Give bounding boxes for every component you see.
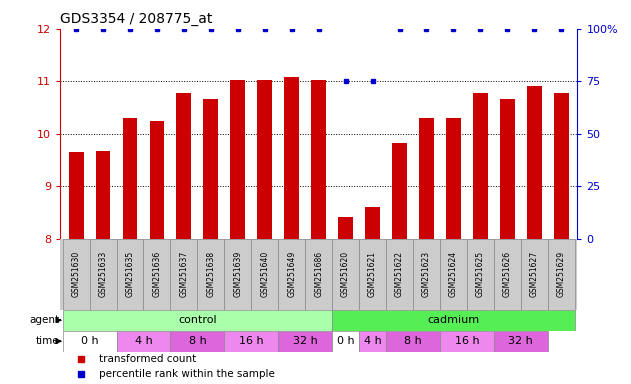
Text: 32 h: 32 h — [509, 336, 533, 346]
Bar — [311, 80, 326, 238]
Bar — [494, 331, 548, 352]
Text: GSM251639: GSM251639 — [233, 251, 242, 297]
Bar — [62, 310, 332, 331]
Text: 8 h: 8 h — [404, 336, 422, 346]
Bar — [413, 238, 440, 310]
Bar — [359, 331, 386, 352]
Text: GSM251635: GSM251635 — [126, 251, 134, 297]
Text: GSM251623: GSM251623 — [422, 251, 431, 297]
Bar — [122, 118, 138, 238]
Bar — [96, 151, 110, 238]
Bar — [548, 238, 575, 310]
Text: control: control — [178, 315, 216, 325]
Bar — [198, 238, 225, 310]
Text: GSM251627: GSM251627 — [530, 251, 539, 297]
Bar — [225, 331, 278, 352]
Bar — [392, 142, 407, 238]
Text: GSM251621: GSM251621 — [368, 251, 377, 297]
Text: 0 h: 0 h — [337, 336, 355, 346]
Text: GSM251629: GSM251629 — [557, 251, 566, 297]
Bar — [386, 238, 413, 310]
Bar — [440, 331, 494, 352]
Bar — [500, 99, 515, 238]
Text: GSM251649: GSM251649 — [287, 251, 296, 297]
Bar — [117, 331, 170, 352]
Bar — [446, 118, 461, 238]
Bar — [257, 80, 272, 238]
Bar — [230, 80, 245, 238]
Bar — [150, 121, 164, 238]
Bar — [69, 152, 83, 238]
Bar — [117, 238, 143, 310]
Bar — [419, 118, 434, 238]
Text: GDS3354 / 208775_at: GDS3354 / 208775_at — [60, 12, 212, 26]
Bar — [143, 238, 170, 310]
Bar — [338, 217, 353, 238]
Text: 8 h: 8 h — [189, 336, 206, 346]
Text: percentile rank within the sample: percentile rank within the sample — [98, 369, 274, 379]
Text: 32 h: 32 h — [293, 336, 317, 346]
Text: 0 h: 0 h — [81, 336, 98, 346]
Bar — [527, 86, 541, 238]
Bar — [440, 238, 467, 310]
Text: 16 h: 16 h — [454, 336, 479, 346]
Text: GSM251620: GSM251620 — [341, 251, 350, 297]
Bar — [521, 238, 548, 310]
Bar — [473, 93, 488, 238]
Text: GSM251633: GSM251633 — [98, 251, 107, 297]
Text: GSM251630: GSM251630 — [71, 251, 81, 297]
Bar — [90, 238, 117, 310]
Text: GSM251638: GSM251638 — [206, 251, 215, 297]
Text: GSM251637: GSM251637 — [179, 251, 189, 297]
Bar — [332, 331, 359, 352]
Text: cadmium: cadmium — [427, 315, 480, 325]
Text: GSM251686: GSM251686 — [314, 251, 323, 297]
Text: GSM251626: GSM251626 — [503, 251, 512, 297]
Bar — [177, 93, 191, 238]
Bar — [278, 331, 332, 352]
Bar — [332, 310, 575, 331]
Bar — [170, 331, 225, 352]
Text: agent: agent — [29, 315, 59, 325]
Text: 4 h: 4 h — [363, 336, 381, 346]
Text: 4 h: 4 h — [134, 336, 152, 346]
Text: 16 h: 16 h — [239, 336, 264, 346]
Text: GSM251624: GSM251624 — [449, 251, 458, 297]
Bar — [62, 238, 90, 310]
Bar — [365, 207, 380, 238]
Bar — [494, 238, 521, 310]
Bar — [203, 99, 218, 238]
Text: GSM251640: GSM251640 — [260, 251, 269, 297]
Bar — [251, 238, 278, 310]
Bar — [554, 93, 569, 238]
Bar — [278, 238, 305, 310]
Bar — [62, 331, 117, 352]
Bar — [359, 238, 386, 310]
Bar — [332, 238, 359, 310]
Text: GSM251622: GSM251622 — [395, 251, 404, 297]
Bar — [467, 238, 494, 310]
Bar — [386, 331, 440, 352]
Text: time: time — [36, 336, 59, 346]
Text: GSM251636: GSM251636 — [153, 251, 162, 297]
Bar — [170, 238, 198, 310]
Text: GSM251625: GSM251625 — [476, 251, 485, 297]
Bar — [225, 238, 251, 310]
Bar — [285, 77, 299, 238]
Text: transformed count: transformed count — [98, 354, 196, 364]
Bar — [305, 238, 332, 310]
